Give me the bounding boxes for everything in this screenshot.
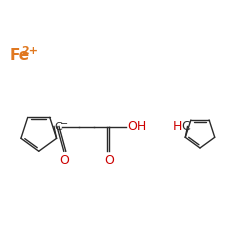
Text: Fe: Fe (10, 48, 30, 63)
Text: C: C (181, 120, 190, 133)
Text: C: C (54, 122, 62, 132)
Text: OH: OH (128, 120, 147, 133)
Text: −: − (60, 118, 68, 128)
Text: 2+: 2+ (22, 46, 38, 56)
Text: H: H (172, 120, 182, 133)
Text: O: O (59, 154, 69, 167)
Text: O: O (104, 154, 114, 167)
